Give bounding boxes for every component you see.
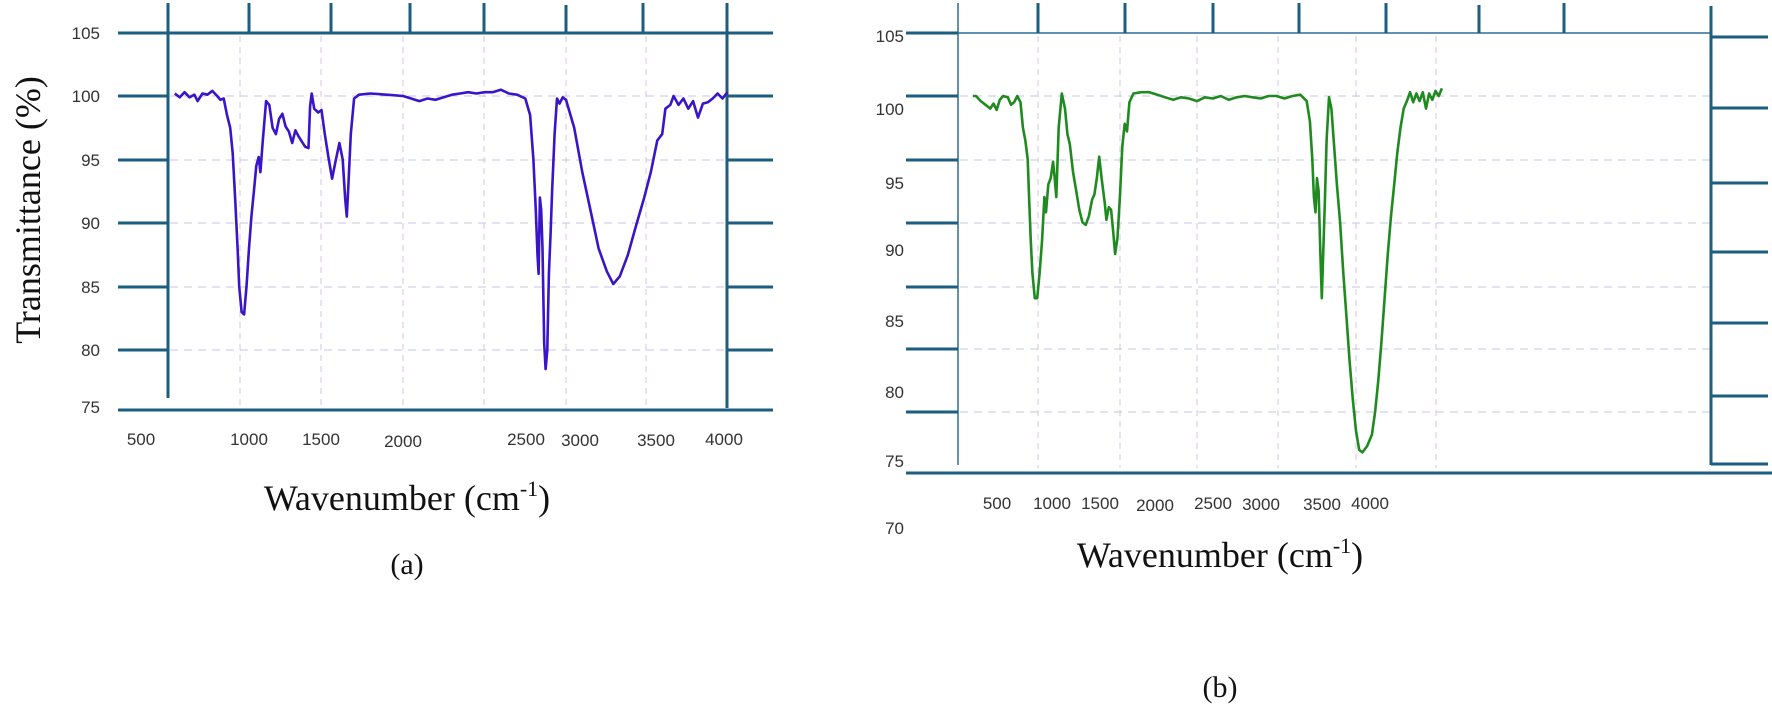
y-tick-label: 80 bbox=[81, 341, 100, 360]
x-tick-label: 500 bbox=[127, 430, 155, 449]
panel-a-x-axis-title: Wavenumber (cm-1) bbox=[264, 476, 550, 518]
x-tick-label: 4000 bbox=[1351, 494, 1389, 513]
x-tick-label: 1500 bbox=[302, 430, 340, 449]
y-tick-label: 90 bbox=[885, 241, 904, 260]
panel-a-grid bbox=[170, 36, 726, 408]
panel-b-label: (b) bbox=[1203, 671, 1238, 704]
y-tick-label: 100 bbox=[72, 87, 100, 106]
panel-b-x-tick-labels: 500 1000 1500 2000 2500 3000 3500 4000 bbox=[983, 494, 1389, 515]
x-tick-label: 3500 bbox=[637, 431, 675, 450]
panel-a-x-tick-labels: 500 1000 1500 2000 2500 3000 3500 4000 bbox=[127, 430, 743, 451]
x-tick-label: 1000 bbox=[230, 430, 268, 449]
y-tick-label: 105 bbox=[876, 27, 904, 46]
panel-b-x-axis-title: Wavenumber (cm-1) bbox=[1077, 533, 1363, 575]
x-tick-label: 3000 bbox=[1242, 495, 1280, 514]
x-tick-label: 3000 bbox=[561, 431, 599, 450]
panel-a-axes bbox=[118, 3, 773, 412]
x-tick-label: 3500 bbox=[1303, 495, 1341, 514]
panel-b-axes bbox=[906, 3, 1772, 475]
x-tick-label: 2500 bbox=[507, 430, 545, 449]
y-tick-label: 85 bbox=[81, 278, 100, 297]
y-tick-label: 100 bbox=[876, 100, 904, 119]
panel-a-y-axis-title: Transmittance (%) bbox=[8, 76, 48, 344]
x-tick-label: 2500 bbox=[1194, 494, 1232, 513]
y-tick-label: 70 bbox=[885, 519, 904, 538]
y-tick-label: 105 bbox=[72, 24, 100, 43]
panel-a-label: (a) bbox=[390, 548, 423, 581]
panel-a-spectrum-line bbox=[174, 88, 729, 371]
x-tick-label: 1000 bbox=[1033, 494, 1071, 513]
y-tick-label: 95 bbox=[81, 151, 100, 170]
panel-b-y-tick-labels: 105 100 95 90 85 80 75 70 bbox=[876, 27, 904, 538]
y-tick-label: 85 bbox=[885, 312, 904, 331]
x-tick-label: 2000 bbox=[1136, 496, 1174, 515]
panel-b-chart: 105 100 95 90 85 80 75 70 500 1000 1500 … bbox=[876, 3, 1772, 704]
y-tick-label: 90 bbox=[81, 214, 100, 233]
panel-b-spectrum-line bbox=[972, 87, 1444, 454]
y-tick-label: 80 bbox=[885, 383, 904, 402]
y-tick-label: 75 bbox=[885, 452, 904, 471]
x-tick-label: 1500 bbox=[1081, 494, 1119, 513]
panel-a-y-tick-labels: 105 100 95 90 85 80 75 bbox=[72, 24, 100, 417]
y-tick-label: 75 bbox=[81, 398, 100, 417]
x-tick-label: 2000 bbox=[384, 432, 422, 451]
x-tick-label: 500 bbox=[983, 494, 1011, 513]
y-tick-label: 95 bbox=[885, 174, 904, 193]
x-tick-label: 4000 bbox=[705, 430, 743, 449]
panel-a-chart: 105 100 95 90 85 80 75 500 1000 1500 200… bbox=[8, 3, 773, 581]
panel-b-grid bbox=[960, 36, 1710, 468]
